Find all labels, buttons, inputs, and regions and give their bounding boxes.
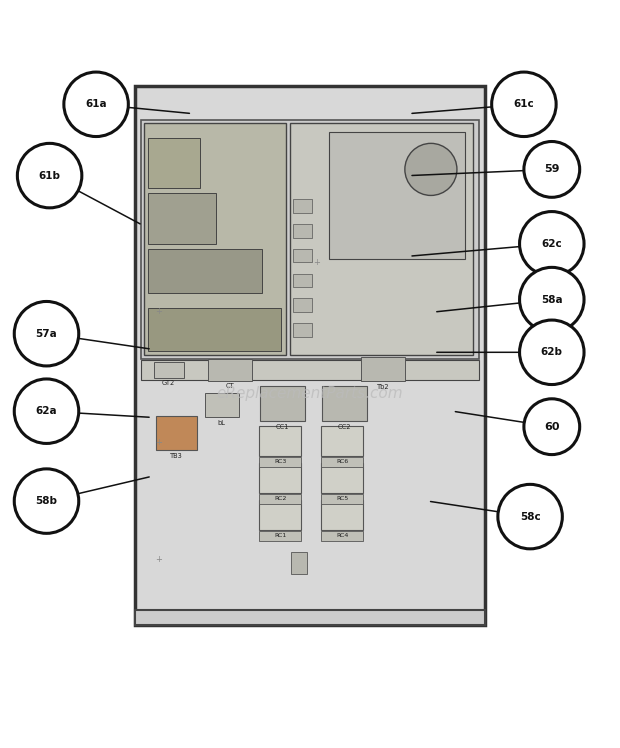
Circle shape [14,379,79,444]
FancyBboxPatch shape [259,463,301,493]
FancyBboxPatch shape [148,193,216,244]
FancyBboxPatch shape [291,552,307,574]
Circle shape [405,144,457,195]
FancyBboxPatch shape [148,307,281,351]
FancyBboxPatch shape [293,249,312,263]
Text: RC1: RC1 [274,533,286,539]
Text: +: + [154,307,162,316]
FancyBboxPatch shape [135,610,485,625]
Text: RC3: RC3 [274,459,286,464]
FancyBboxPatch shape [148,138,200,188]
Text: CC1: CC1 [276,423,290,429]
Text: CT: CT [226,383,234,389]
Circle shape [524,399,580,455]
FancyBboxPatch shape [141,120,479,358]
Text: 58b: 58b [35,496,58,506]
FancyBboxPatch shape [321,426,363,456]
Text: 62a: 62a [36,406,57,416]
FancyBboxPatch shape [144,123,286,355]
Text: RC5: RC5 [336,496,348,501]
FancyBboxPatch shape [154,361,184,378]
FancyBboxPatch shape [259,532,301,542]
FancyBboxPatch shape [148,249,262,293]
FancyBboxPatch shape [293,224,312,238]
Text: CC2: CC2 [338,423,352,429]
Text: 58c: 58c [520,512,541,521]
Text: 57a: 57a [35,328,58,339]
FancyBboxPatch shape [260,387,305,420]
FancyBboxPatch shape [321,500,363,530]
FancyBboxPatch shape [259,494,301,504]
Text: 62c: 62c [541,239,562,249]
Text: 58a: 58a [541,295,562,304]
Circle shape [14,469,79,533]
Text: Tb2: Tb2 [377,384,389,390]
Circle shape [498,485,562,549]
FancyBboxPatch shape [208,358,252,381]
FancyBboxPatch shape [321,457,363,467]
Text: 61c: 61c [513,99,534,109]
Circle shape [524,141,580,197]
Circle shape [64,72,128,137]
Text: RC4: RC4 [336,533,348,539]
FancyBboxPatch shape [259,500,301,530]
Text: 62b: 62b [541,347,563,358]
FancyBboxPatch shape [293,298,312,312]
FancyBboxPatch shape [361,357,405,381]
FancyBboxPatch shape [135,86,485,625]
FancyBboxPatch shape [141,361,479,380]
FancyBboxPatch shape [322,387,367,420]
FancyBboxPatch shape [321,463,363,493]
Circle shape [492,72,556,137]
FancyBboxPatch shape [259,457,301,467]
FancyBboxPatch shape [293,199,312,212]
Text: GT2: GT2 [162,379,175,385]
FancyBboxPatch shape [259,426,301,456]
Circle shape [520,212,584,276]
Text: bL: bL [218,420,225,426]
Text: eReplacementParts.com: eReplacementParts.com [216,386,404,402]
FancyBboxPatch shape [321,532,363,542]
Circle shape [17,144,82,208]
FancyBboxPatch shape [290,123,473,355]
FancyBboxPatch shape [321,494,363,504]
Circle shape [520,267,584,332]
Text: 61b: 61b [38,171,61,180]
FancyBboxPatch shape [293,274,312,287]
FancyBboxPatch shape [205,393,239,417]
FancyBboxPatch shape [329,132,465,260]
FancyBboxPatch shape [293,323,312,337]
Circle shape [520,320,584,384]
Text: +: + [312,258,320,267]
Circle shape [14,301,79,366]
FancyBboxPatch shape [156,416,197,450]
Text: 60: 60 [544,422,559,432]
Text: +: + [154,438,162,447]
Text: RC2: RC2 [274,496,286,501]
Text: 59: 59 [544,165,559,174]
Text: +: + [154,556,162,565]
Text: RC6: RC6 [336,459,348,464]
Text: TB3: TB3 [170,453,182,459]
Text: 61a: 61a [86,99,107,109]
